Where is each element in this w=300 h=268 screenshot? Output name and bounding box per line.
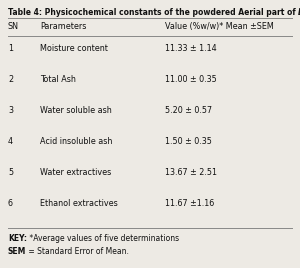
Text: 1: 1 [8, 44, 13, 53]
Text: 13.67 ± 2.51: 13.67 ± 2.51 [165, 168, 217, 177]
Text: Ethanol extractives: Ethanol extractives [40, 199, 118, 208]
Text: = Standard Error of Mean.: = Standard Error of Mean. [26, 247, 129, 256]
Text: 11.33 ± 1.14: 11.33 ± 1.14 [165, 44, 217, 53]
Text: *Average values of five determinations: *Average values of five determinations [27, 234, 179, 243]
Text: 4: 4 [8, 137, 13, 146]
Text: Diodia sarmentosa: Diodia sarmentosa [298, 8, 300, 17]
Text: Total Ash: Total Ash [40, 75, 76, 84]
Text: 11.00 ± 0.35: 11.00 ± 0.35 [165, 75, 217, 84]
Text: SEM: SEM [8, 247, 26, 256]
Text: KEY:: KEY: [8, 234, 27, 243]
Text: Acid insoluble ash: Acid insoluble ash [40, 137, 112, 146]
Text: 11.67 ±1.16: 11.67 ±1.16 [165, 199, 214, 208]
Text: 5: 5 [8, 168, 13, 177]
Text: Table 4: Physicochemical constants of the powdered Aerial part of: Table 4: Physicochemical constants of th… [8, 8, 298, 17]
Text: 6: 6 [8, 199, 13, 208]
Text: 1.50 ± 0.35: 1.50 ± 0.35 [165, 137, 212, 146]
Text: SN: SN [8, 22, 19, 31]
Text: Water extractives: Water extractives [40, 168, 111, 177]
Text: 2: 2 [8, 75, 13, 84]
Text: Parameters: Parameters [40, 22, 86, 31]
Text: Water soluble ash: Water soluble ash [40, 106, 112, 115]
Text: Moisture content: Moisture content [40, 44, 108, 53]
Text: 3: 3 [8, 106, 13, 115]
Text: Value (%w/w)* Mean ±SEM: Value (%w/w)* Mean ±SEM [165, 22, 274, 31]
Text: 5.20 ± 0.57: 5.20 ± 0.57 [165, 106, 212, 115]
